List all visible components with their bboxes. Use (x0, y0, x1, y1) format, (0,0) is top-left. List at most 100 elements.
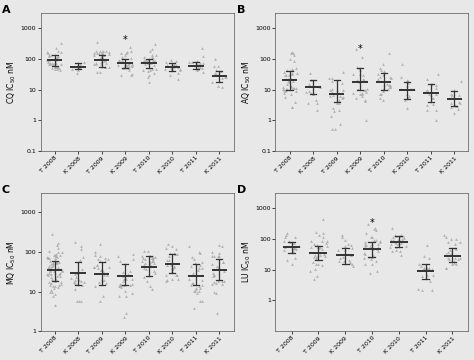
Point (193, 67, 201, 73)
Point (105, 264, 113, 270)
Point (349, 263, 356, 269)
Point (51, 278, 59, 284)
Point (356, 71, 364, 77)
Point (100, 268, 107, 274)
Point (172, 246, 180, 252)
Point (215, 265, 222, 270)
Point (358, 54, 366, 60)
Text: C: C (2, 185, 10, 195)
Point (358, 90, 365, 96)
Point (392, 240, 400, 246)
Point (280, 90, 287, 96)
Point (356, 80, 363, 85)
Point (371, 226, 378, 232)
Point (376, 65, 383, 71)
Point (432, 86, 440, 91)
Point (281, 94, 289, 99)
Point (445, 239, 452, 244)
Point (50, 285, 57, 291)
Point (117, 72, 125, 78)
Point (370, 238, 377, 243)
Point (126, 63, 133, 68)
Point (128, 276, 136, 282)
Point (283, 86, 291, 92)
Point (403, 77, 410, 83)
Point (219, 259, 227, 265)
Point (328, 86, 336, 92)
Point (329, 92, 337, 98)
Point (191, 260, 199, 266)
Point (71, 277, 79, 283)
Point (419, 273, 426, 279)
Point (444, 255, 451, 261)
Point (146, 259, 154, 265)
Point (129, 281, 137, 287)
Point (322, 253, 329, 259)
Point (96, 69, 104, 75)
Point (387, 237, 395, 243)
Point (103, 272, 111, 278)
Point (99, 278, 106, 284)
Point (48, 60, 55, 66)
Point (283, 230, 291, 236)
Point (102, 280, 110, 286)
Point (344, 241, 352, 247)
Point (374, 76, 382, 81)
Point (150, 62, 157, 68)
Point (356, 91, 364, 97)
Point (208, 261, 216, 267)
Point (424, 89, 432, 95)
Point (379, 88, 386, 94)
Point (97, 267, 104, 273)
Point (52, 45, 60, 51)
Point (195, 288, 202, 294)
Point (140, 57, 148, 63)
Point (363, 230, 370, 235)
Point (54, 259, 61, 265)
Point (360, 250, 367, 256)
Point (370, 252, 377, 258)
Point (79, 283, 86, 288)
Point (213, 67, 220, 73)
Point (390, 237, 397, 243)
Point (373, 237, 380, 243)
Point (120, 314, 128, 320)
Point (100, 53, 108, 58)
Point (46, 61, 53, 67)
Point (198, 65, 206, 71)
Point (101, 58, 109, 63)
Point (121, 52, 129, 58)
Point (290, 240, 298, 246)
Point (220, 278, 228, 284)
Point (163, 278, 170, 283)
Point (289, 50, 297, 56)
Point (44, 255, 52, 260)
Point (447, 236, 455, 242)
Point (91, 249, 99, 255)
Point (176, 66, 183, 71)
Point (286, 56, 294, 62)
Point (428, 266, 436, 272)
Point (51, 268, 58, 274)
Point (54, 54, 61, 60)
Point (315, 232, 322, 238)
Point (166, 249, 173, 255)
Point (390, 234, 397, 240)
Point (80, 280, 88, 285)
Point (319, 230, 327, 236)
Point (212, 280, 220, 286)
Point (46, 267, 54, 273)
Point (210, 272, 218, 278)
Point (407, 86, 414, 92)
Point (185, 276, 193, 282)
Point (287, 239, 294, 245)
Point (176, 68, 183, 73)
Point (127, 72, 135, 78)
Point (291, 246, 299, 251)
Point (380, 82, 388, 87)
Point (77, 65, 84, 71)
Point (400, 235, 408, 241)
Point (192, 285, 200, 291)
Point (93, 50, 101, 56)
Point (128, 62, 136, 67)
